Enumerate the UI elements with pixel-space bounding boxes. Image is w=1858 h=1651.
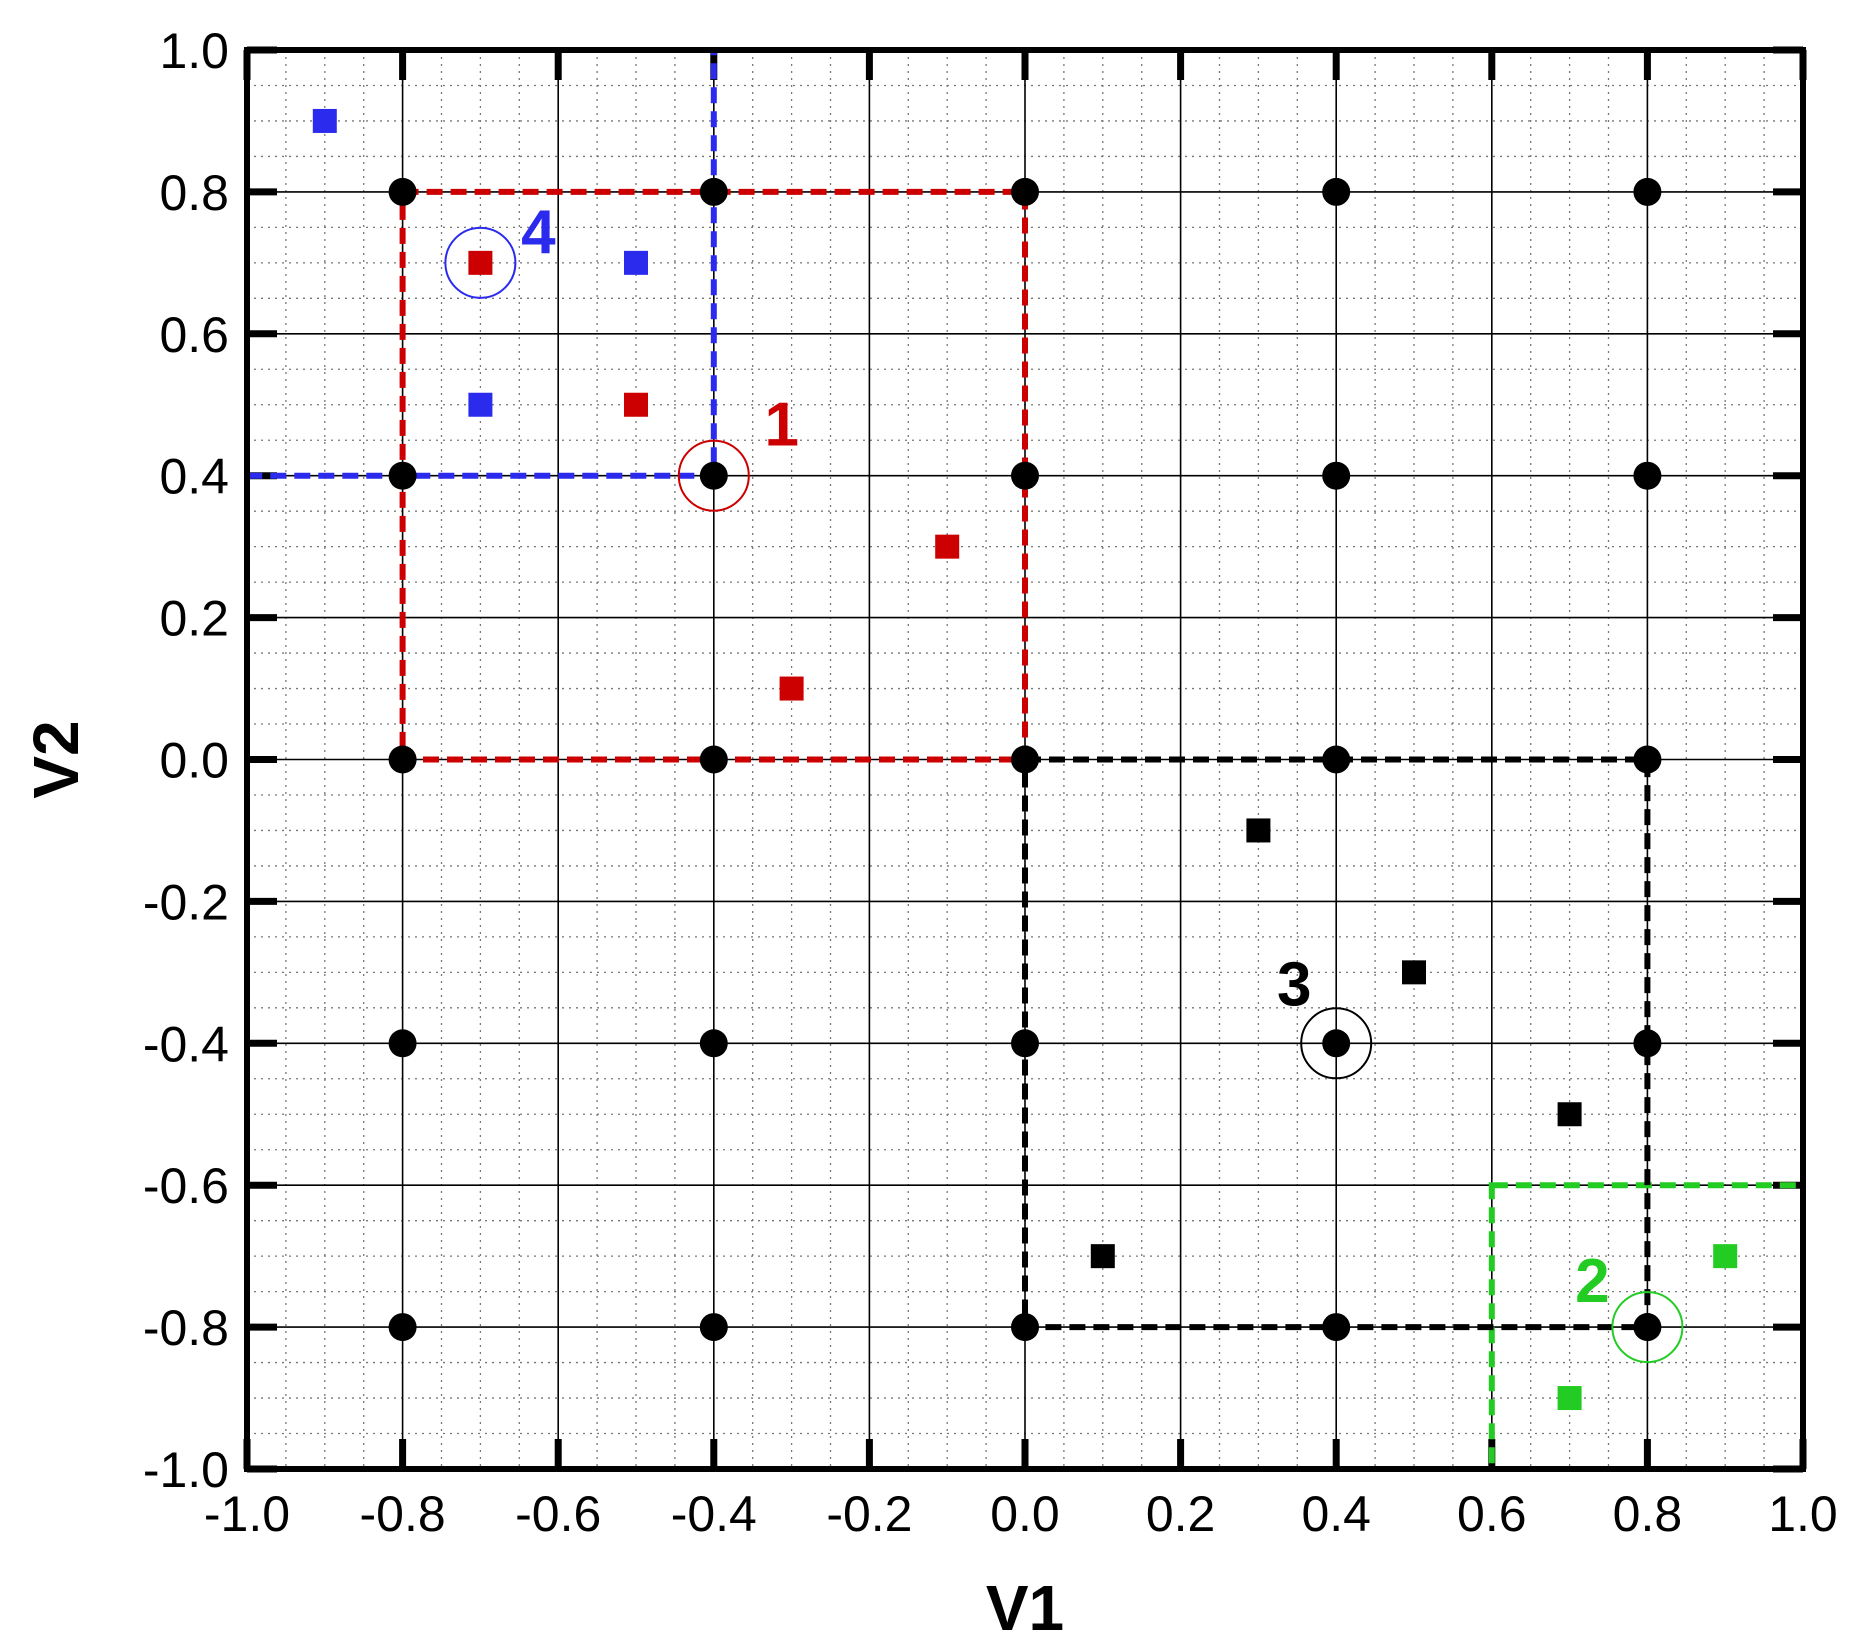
region-label-3: 3	[1277, 950, 1311, 1019]
nodes-layer	[388, 177, 1662, 1342]
x-tick-label-m0_4: -0.4	[671, 1486, 757, 1542]
data-point-series-2-0_7-m0_9	[1557, 1386, 1582, 1411]
grid-node-0_8-0_8	[1633, 177, 1662, 206]
grid-node-0-m0_4	[1011, 1029, 1039, 1058]
grid-node-m0_8-0	[388, 745, 417, 774]
y-tick-label-0_2: 0.2	[159, 591, 229, 647]
x-tick-label-0_6: 0.6	[1457, 1486, 1527, 1542]
grid-node-0_4-0	[1322, 745, 1351, 774]
data-point-series-4-m0_5-0_7	[624, 250, 648, 275]
y-tick-label-1: 1.0	[159, 23, 229, 79]
x-tick-label-m1: -1.0	[204, 1486, 290, 1542]
grid-node-0_4-m0_8	[1322, 1313, 1351, 1342]
y-tick-label-m0_4: -0.4	[143, 1016, 229, 1072]
grid-node-m0_8-0_8	[388, 177, 417, 206]
data-point-series-3-0_1-m0_7	[1090, 1244, 1115, 1269]
ticks-layer: -1.0 -0.8 -0.6 -0.4 -0.2 0.0 0.2 0.4 0.6 0.8 1.0 -1…	[143, 23, 1838, 1542]
grid-node-m0_4-m0_4	[699, 1029, 728, 1058]
grid-node-0_4-0_4	[1322, 461, 1351, 490]
x-tick-label-0_8: 0.8	[1613, 1486, 1683, 1542]
data-point-series-2-0_9-m0_7	[1713, 1244, 1738, 1269]
highlight-circle-3	[1300, 1007, 1373, 1080]
data-point-series-1-m0_5-0_5	[624, 392, 648, 417]
grid-node-m0_4-0_8	[699, 177, 728, 206]
grid-node-0-0_8	[1011, 177, 1039, 206]
grid-node-0_4-m0_4	[1322, 1029, 1351, 1058]
grid-node-m0_8-m0_4	[388, 1029, 417, 1058]
x-tick-label-m0_2: -0.2	[826, 1486, 912, 1542]
y-tick-label-m0_8: -0.8	[143, 1300, 229, 1356]
y-tick-label-m0_2: -0.2	[143, 874, 229, 930]
data-point-series-1-m0_1-0_3	[935, 534, 960, 559]
data-point-series-3-0_3-m0_1	[1246, 818, 1271, 843]
grid-node-0_8-0_4	[1633, 461, 1662, 490]
y-tick-label-m0_6: -0.6	[143, 1158, 229, 1214]
highlight-layer	[444, 226, 1684, 1364]
y-tick-label-m1: -1.0	[143, 1442, 229, 1498]
region-label-2: 2	[1575, 1247, 1609, 1316]
grid-node-m0_8-m0_8	[388, 1313, 417, 1342]
x-tick-label-1: 1.0	[1768, 1486, 1838, 1542]
data-point-series-4-m0_7-0_5	[468, 392, 493, 417]
y-tick-label-0_8: 0.8	[159, 165, 229, 221]
grid-node-0_8-m0_4	[1633, 1029, 1662, 1058]
grid-node-m0_8-0_4	[388, 461, 417, 490]
region-label-4: 4	[521, 198, 556, 267]
highlight-circle-2	[1611, 1291, 1684, 1364]
grid-node-0_4-0_8	[1322, 177, 1351, 206]
region-label-1: 1	[765, 391, 799, 460]
x-tick-label-0_2: 0.2	[1146, 1486, 1216, 1542]
x-tick-label-0_4: 0.4	[1301, 1486, 1371, 1542]
x-axis-title: V1	[986, 1572, 1064, 1644]
data-point-series-1-m0_3-0_1	[779, 676, 804, 701]
x-tick-label-m0_8: -0.8	[360, 1486, 446, 1542]
data-point-series-4-m0_9-0_9	[312, 108, 337, 133]
grid-node-0_8-m0_8	[1633, 1313, 1662, 1342]
x-tick-label-m0_6: -0.6	[515, 1486, 601, 1542]
data-point-series-3-0_7-m0_5	[1557, 1102, 1582, 1127]
y-tick-label-0: 0.0	[159, 733, 229, 789]
plot-frame	[244, 47, 1806, 1472]
grid-node-m0_4-0_4	[699, 461, 728, 490]
y-axis-title: V2	[20, 720, 92, 798]
grid-node-0-0_4	[1011, 461, 1039, 490]
y-tick-label-0_4: 0.4	[159, 449, 229, 505]
highlight-circle-1	[677, 439, 750, 512]
y-tick-label-0_6: 0.6	[159, 307, 229, 363]
x-tick-label-0: 0.0	[990, 1486, 1060, 1542]
highlight-circle-4	[444, 226, 517, 299]
grid-node-m0_4-0	[699, 745, 728, 774]
grid-node-0_8-0	[1633, 745, 1662, 774]
grid-node-m0_4-m0_8	[699, 1313, 728, 1342]
labels-layer: 1 2 3 4	[521, 198, 1609, 1316]
data-point-series-1-m0_7-0_7	[468, 250, 493, 275]
grid-node-0-m0_8	[1011, 1313, 1039, 1342]
points-layer	[312, 108, 1738, 1411]
grid-node-0-0	[1011, 745, 1039, 774]
data-point-series-3-0_5-m0_3	[1402, 960, 1426, 985]
